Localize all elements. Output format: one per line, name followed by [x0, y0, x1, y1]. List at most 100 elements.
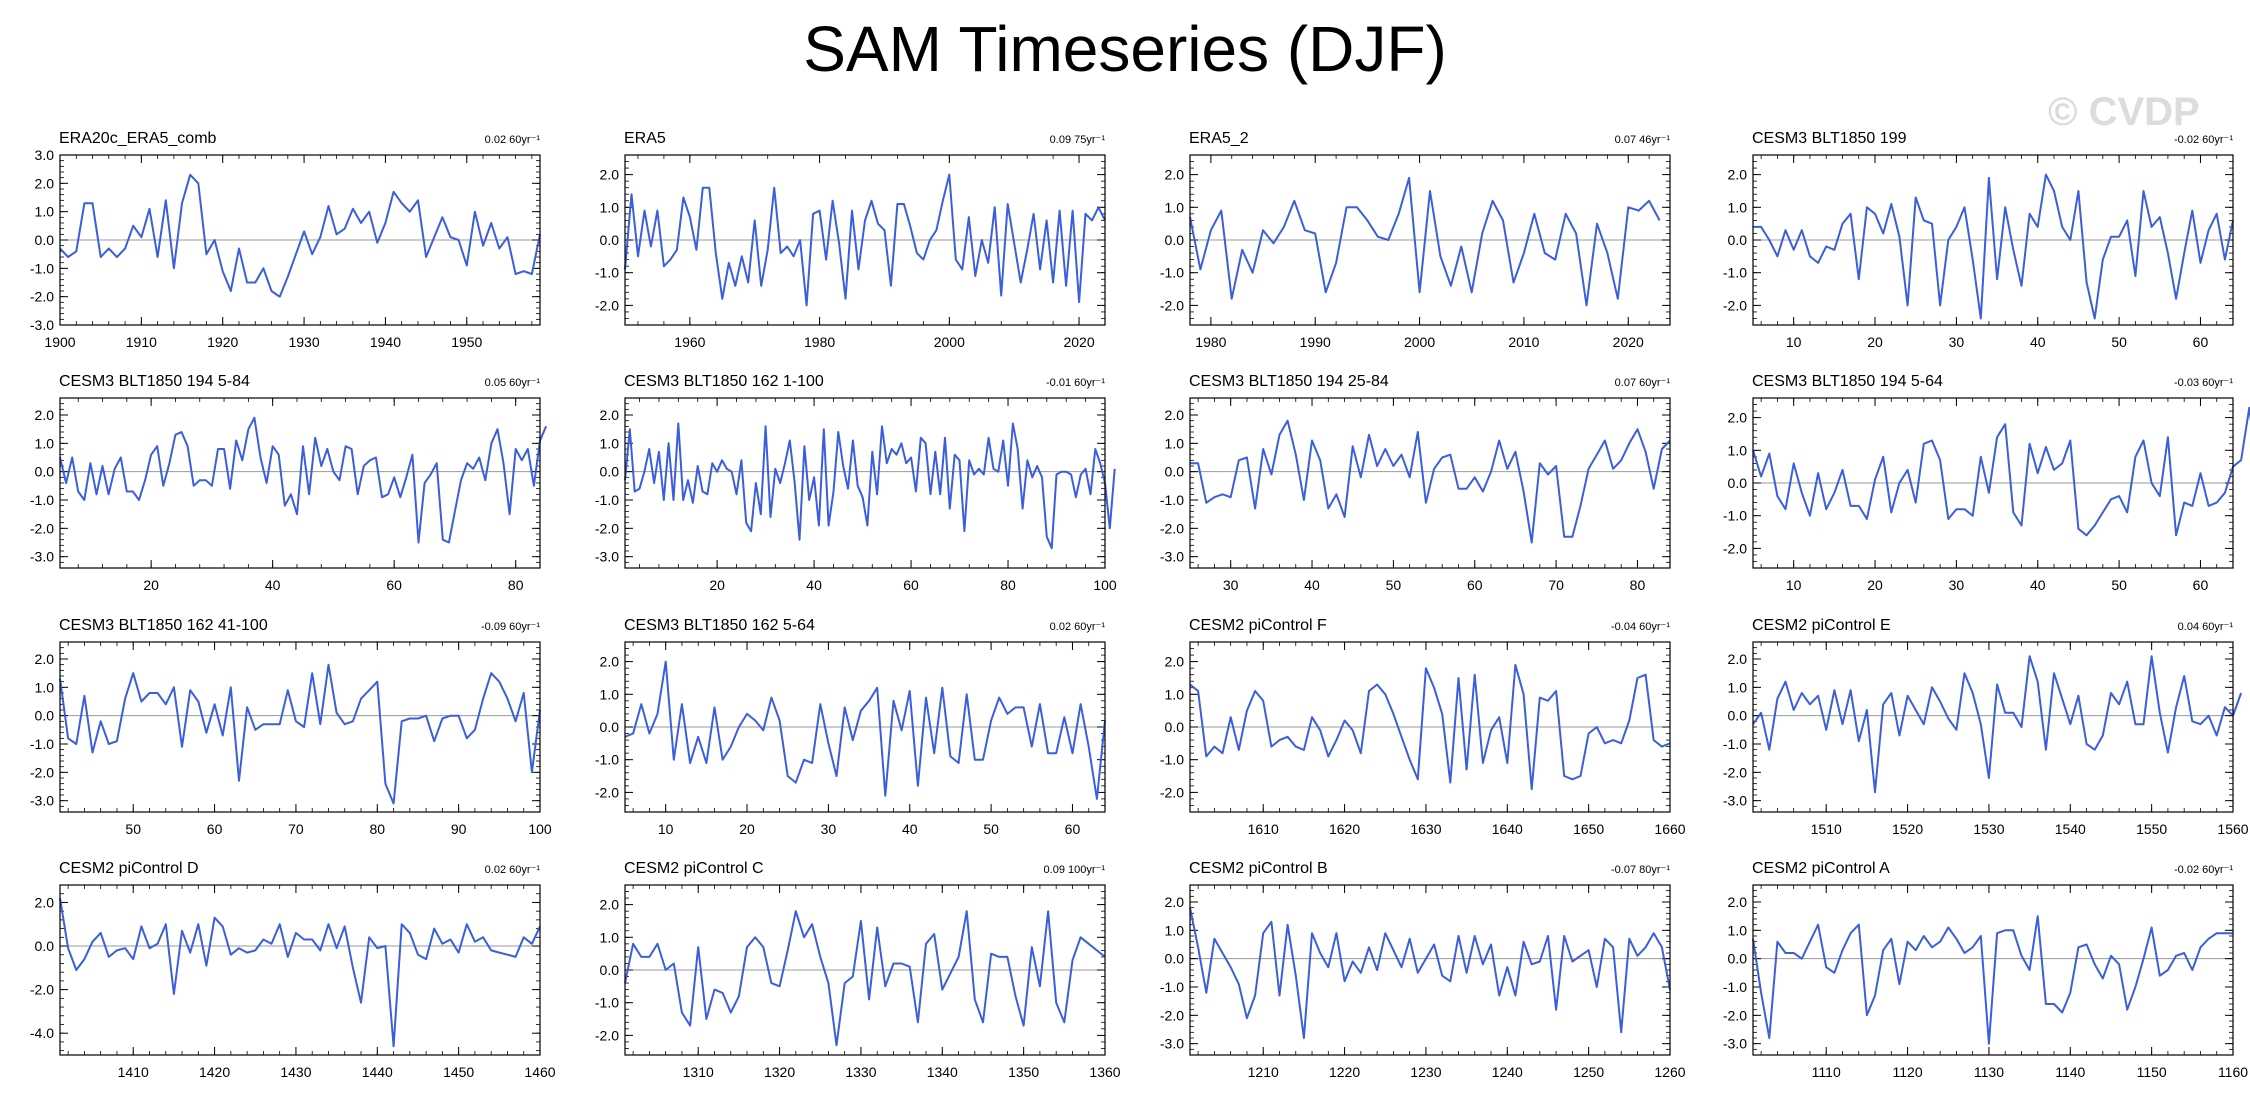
series-line [624, 910, 1106, 1047]
x-tick-label: 20 [1867, 577, 1883, 593]
x-tick-label: 100 [1093, 577, 1117, 593]
x-tick-label: 1560 [2217, 821, 2248, 837]
x-tick-label: 1220 [1329, 1064, 1360, 1080]
plot-frame [59, 397, 541, 569]
series-line [624, 422, 1116, 550]
panel-13: CESM2 piControl C 0.09 100yr⁻¹ -2.0 -1.0 0.0… [595, 860, 1121, 1080]
x-tick-label: 1430 [280, 1064, 311, 1080]
panel-trend: -0.04 60yr⁻¹ [1611, 621, 1670, 633]
series-line [624, 173, 1106, 307]
y-tick-label: 0.0 [1165, 951, 1185, 967]
x-tick-label: 1260 [1654, 1064, 1685, 1080]
plot-frame [1752, 884, 2234, 1056]
y-tick-label: 2.0 [35, 651, 55, 667]
x-tick-label: 2020 [1063, 334, 1094, 350]
x-tick-label: 50 [1386, 577, 1402, 593]
x-tick-label: 1460 [524, 1064, 555, 1080]
plot-frame [624, 397, 1106, 569]
panel-title: CESM2 piControl B [1189, 860, 1328, 877]
series-line [624, 660, 1106, 800]
x-tick-label: 1250 [1573, 1064, 1604, 1080]
x-tick-label: 1980 [804, 334, 835, 350]
y-tick-label: -2.0 [1723, 540, 1747, 556]
y-tick-label: 2.0 [600, 167, 620, 183]
y-tick-label: 0.0 [600, 464, 620, 480]
panel-title: CESM3 BLT1850 194 5-64 [1752, 373, 1943, 390]
y-tick-label: -2.0 [1160, 297, 1184, 313]
y-tick-label: -3.0 [595, 549, 619, 565]
panel-title: ERA5 [624, 130, 666, 147]
y-tick-label: -1.0 [1723, 508, 1747, 524]
y-tick-label: -3.0 [1160, 1036, 1184, 1052]
y-tick-label: 0.0 [1165, 232, 1185, 248]
main-title: SAM Timeseries (DJF) [803, 13, 1447, 85]
y-tick-label: -1.0 [1160, 979, 1184, 995]
panel-trend: 0.04 60yr⁻¹ [2178, 621, 2234, 633]
y-tick-label: -1.0 [30, 492, 54, 508]
panel-5: CESM3 BLT1850 162 1-100 -0.01 60yr⁻¹ -3.0 -… [595, 373, 1117, 593]
y-tick-label: 1.0 [35, 204, 55, 220]
plot-frame [59, 641, 541, 813]
y-tick-label: -2.0 [1723, 1007, 1747, 1023]
panel-9: CESM3 BLT1850 162 5-64 0.02 60yr⁻¹ -2.0 -1.… [595, 617, 1106, 837]
y-tick-label: -2.0 [1160, 520, 1184, 536]
x-tick-label: 1980 [1195, 334, 1226, 350]
y-tick-label: 1.0 [600, 686, 620, 702]
y-tick-label: -1.0 [1723, 265, 1747, 281]
x-tick-label: 1920 [207, 334, 238, 350]
y-tick-label: -3.0 [30, 549, 54, 565]
x-tick-label: 1650 [1573, 821, 1604, 837]
x-tick-label: 60 [1065, 821, 1081, 837]
y-tick-label: 2.0 [600, 897, 620, 913]
panel-title: CESM3 BLT1850 162 1-100 [624, 373, 824, 390]
x-tick-label: 2000 [934, 334, 965, 350]
x-tick-label: 50 [125, 821, 141, 837]
y-tick-label: 2.0 [1728, 651, 1748, 667]
panel-trend: 0.09 100yr⁻¹ [1044, 864, 1106, 876]
panel-10: CESM2 piControl F -0.04 60yr⁻¹ -2.0 -1.0 0.0… [1160, 617, 1686, 837]
x-tick-label: 40 [2030, 577, 2046, 593]
y-tick-label: 1.0 [35, 435, 55, 451]
y-tick-label: 3.0 [35, 147, 55, 163]
y-tick-label: 0.0 [35, 464, 55, 480]
y-tick-label: -2.0 [1723, 764, 1747, 780]
y-tick-label: -3.0 [1723, 1036, 1747, 1052]
y-tick-label: -3.0 [1160, 549, 1184, 565]
x-tick-label: 1620 [1329, 821, 1360, 837]
x-tick-label: 1990 [1300, 334, 1331, 350]
x-tick-label: 1160 [2218, 1064, 2248, 1080]
panel-6: CESM3 BLT1850 194 25-84 0.07 60yr⁻¹ -3.0 -2… [1160, 373, 1671, 593]
panel-trend: 0.02 60yr⁻¹ [485, 864, 541, 876]
y-tick-label: 0.0 [35, 708, 55, 724]
x-tick-label: 70 [288, 821, 304, 837]
panel-14: CESM2 piControl B -0.07 80yr⁻¹ -3.0 -2.0 -1.… [1160, 860, 1686, 1080]
x-tick-label: 30 [1949, 334, 1965, 350]
y-tick-label: 2.0 [1165, 654, 1185, 670]
x-tick-label: 1110 [1812, 1064, 1841, 1080]
x-tick-label: 20 [709, 577, 725, 593]
y-tick-label: -1.0 [595, 752, 619, 768]
y-tick-label: 1.0 [1728, 679, 1748, 695]
panel-2: ERA5_2 0.07 46yr⁻¹ -2.0 -1.0 0.0 1.0 2.0 1980 19… [1160, 130, 1671, 350]
y-tick-label: 1.0 [35, 679, 55, 695]
x-tick-label: 50 [2111, 334, 2127, 350]
x-tick-label: 20 [143, 577, 159, 593]
y-tick-label: -1.0 [1160, 265, 1184, 281]
panel-title: CESM2 piControl A [1752, 860, 1890, 877]
x-tick-label: 90 [451, 821, 467, 837]
y-tick-label: 1.0 [1165, 686, 1185, 702]
y-tick-label: 1.0 [1728, 442, 1748, 458]
plot-frame [1189, 641, 1671, 813]
x-tick-label: 60 [386, 577, 402, 593]
panel-trend: 0.02 60yr⁻¹ [485, 134, 541, 146]
x-tick-label: 1440 [362, 1064, 393, 1080]
series-line [59, 897, 541, 1048]
x-tick-label: 1640 [1492, 821, 1523, 837]
panel-title: CESM2 piControl E [1752, 617, 1891, 634]
panel-15: CESM2 piControl A -0.02 60yr⁻¹ -3.0 -2.0 -1.… [1723, 860, 2248, 1080]
x-tick-label: 1940 [370, 334, 401, 350]
y-tick-label: 2.0 [600, 407, 620, 423]
x-tick-label: 1120 [1893, 1064, 1923, 1080]
series-line [1189, 907, 1671, 1039]
x-tick-label: 80 [508, 577, 524, 593]
